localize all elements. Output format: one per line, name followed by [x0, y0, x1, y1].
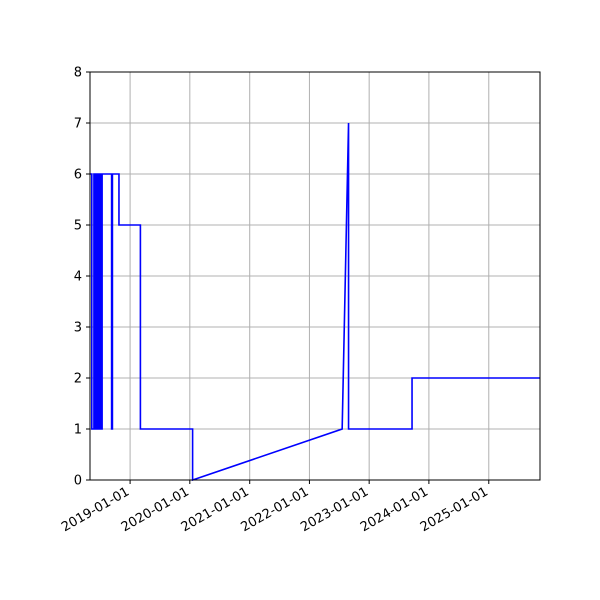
y-tick-label: 8 — [74, 66, 82, 81]
y-axis: 0 1 2 3 4 5 6 7 8 — [74, 66, 90, 489]
y-tick-label: 7 — [74, 117, 82, 132]
series-line — [90, 122, 540, 482]
y-tick-label: 5 — [74, 219, 82, 234]
y-tick-label: 2 — [74, 372, 82, 387]
series-layer — [90, 122, 540, 482]
y-tick-label: 6 — [74, 168, 82, 183]
y-tick-label: 0 — [74, 474, 82, 489]
x-tick-label: 2025-01-01 — [418, 484, 491, 535]
y-tick-label: 1 — [74, 423, 82, 438]
y-tick-label: 4 — [74, 270, 82, 285]
x-axis: 2019-01-012020-01-012021-01-012022-01-01… — [59, 480, 491, 535]
y-tick-label: 3 — [74, 321, 82, 336]
grid — [90, 71, 540, 481]
